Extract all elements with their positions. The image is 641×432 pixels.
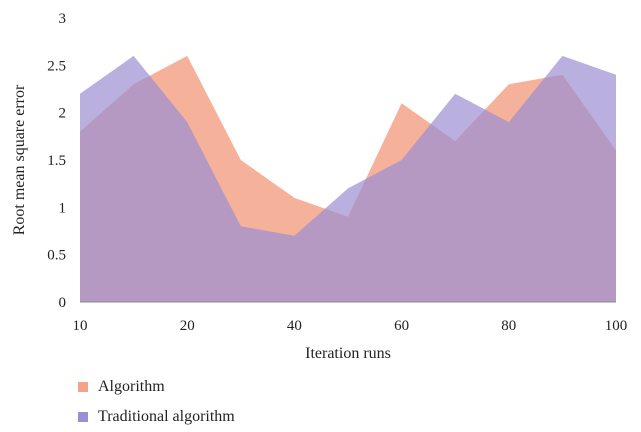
y-axis-ticks: 0 0.5 1 1.5 2 2.5 3 [47, 11, 66, 311]
legend-swatch-algorithm [78, 382, 88, 392]
series-area-traditional-algorithm [80, 55, 616, 302]
x-axis-ticks: 10 20 40 60 80 100 [73, 318, 628, 334]
y-tick-label: 0.5 [47, 248, 66, 264]
legend: Algorithm Traditional algorithm [78, 372, 235, 432]
legend-label-traditional: Traditional algorithm [98, 408, 235, 425]
legend-label-algorithm: Algorithm [98, 378, 165, 395]
x-tick-label: 20 [180, 318, 195, 334]
x-tick-label: 60 [394, 318, 409, 334]
y-tick-label: 1 [59, 200, 67, 216]
legend-item-traditional: Traditional algorithm [78, 402, 235, 432]
legend-swatch-traditional [78, 412, 88, 422]
series-layer [80, 55, 616, 302]
y-tick-label: 2 [59, 106, 67, 122]
y-tick-label: 0 [59, 295, 67, 311]
y-tick-label: 1.5 [47, 153, 66, 169]
x-tick-label: 10 [73, 318, 88, 334]
legend-item-algorithm: Algorithm [78, 372, 235, 402]
y-tick-label: 3 [59, 11, 67, 27]
x-axis-title: Iteration runs [305, 345, 391, 362]
y-axis-title: Root mean square error [11, 84, 28, 235]
x-tick-label: 40 [287, 318, 302, 334]
x-tick-label: 80 [501, 318, 516, 334]
x-tick-label: 100 [605, 318, 628, 334]
y-tick-label: 2.5 [47, 58, 66, 74]
